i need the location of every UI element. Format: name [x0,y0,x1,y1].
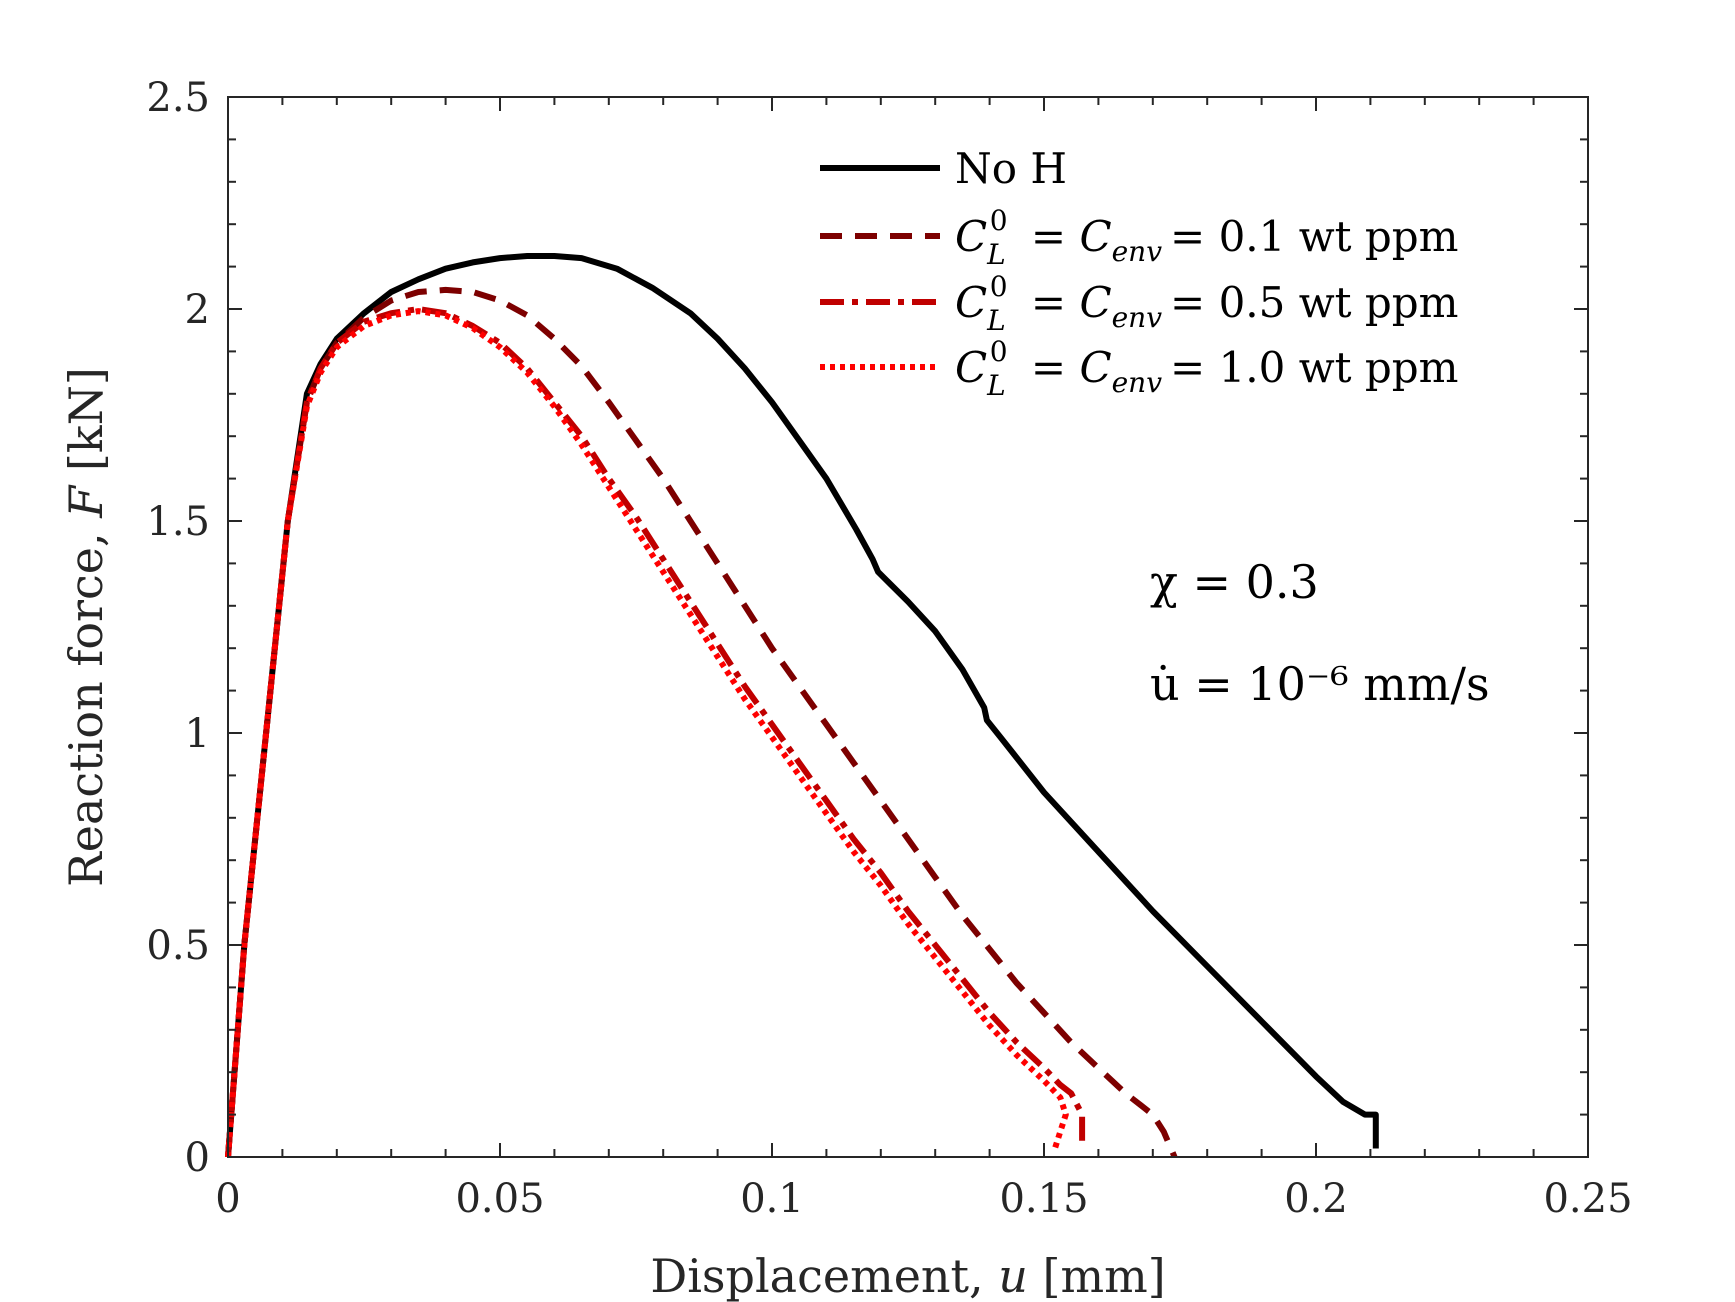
series-line-3 [225,308,1069,1158]
y-axis-label-var: F [59,484,113,519]
x-axis-label-unit: [mm] [1043,1249,1166,1302]
plot-frame [227,96,1589,1158]
x-axis-label-var: u [998,1249,1028,1302]
y-tick-label: 1 [185,711,210,757]
x-axis-label-text: Displacement, [650,1249,983,1302]
legend-label-1.0ppm: CL0 = Cenv = 1.0 wt ppm [955,335,1459,402]
legend-label-no-h: No H [955,144,1067,193]
y-axis-label: Reaction force, F [kN] [59,367,113,887]
annotation-rate: u̇ = 10⁻⁶ mm/s [1150,657,1490,711]
y-axis-label-unit: [kN] [59,367,113,471]
legend-label-0.5ppm: CL0 = Cenv = 0.5 wt ppm [955,270,1459,337]
y-tick-label: 0 [185,1135,210,1181]
legend-value-0.1ppm: = 0.1 wt ppm [1170,212,1458,261]
annotation-chi: χ = 0.3 [1150,555,1319,609]
series-layer [225,253,1379,1159]
svg-text:CL0 = Cenv= 0.1 wt ppm: CL0 = Cenv = 0.1 wt ppm [955,204,1459,271]
y-tick-label: 0.5 [146,923,210,969]
x-tick-label: 0.15 [999,1176,1088,1222]
y-axis-label-text: Reaction force, [59,532,113,887]
x-tick-label: 0.25 [1543,1176,1632,1222]
x-tick-label: 0.2 [1284,1176,1348,1222]
legend-label-0.1ppm: CL0 = Cenv = 0.1 wt ppm [955,204,1459,271]
x-tick-label: 0.1 [740,1176,804,1222]
series-line-2 [225,306,1086,1158]
y-tick-label: 2 [185,287,210,333]
y-tick-label: 2.5 [146,75,210,121]
ticks-layer: 0 0.05 0.1 0.15 0.2 0.25 0 0.5 1 1.5 2 2.5 [146,75,1632,1222]
series-line-1 [225,286,1178,1159]
legend: No H CL0 = Cenv = 0.1 wt ppm CL0 = Cenv = … [820,144,1459,402]
x-axis-label: Displacement, u [mm] [650,1249,1165,1302]
x-tick-label: 0 [215,1176,240,1222]
series-line-0 [225,253,1379,1158]
legend-value-1.0ppm: = 1.0 wt ppm [1170,343,1458,392]
svg-text:CL0 = Cenv= 1.0 wt ppm: CL0 = Cenv = 1.0 wt ppm [955,335,1459,402]
svg-text:CL0 = Cenv= 0.5 wt ppm: CL0 = Cenv = 0.5 wt ppm [955,270,1459,337]
x-tick-label: 0.05 [455,1176,544,1222]
y-tick-label: 1.5 [146,499,210,545]
legend-value-0.5ppm: = 0.5 wt ppm [1170,278,1458,327]
